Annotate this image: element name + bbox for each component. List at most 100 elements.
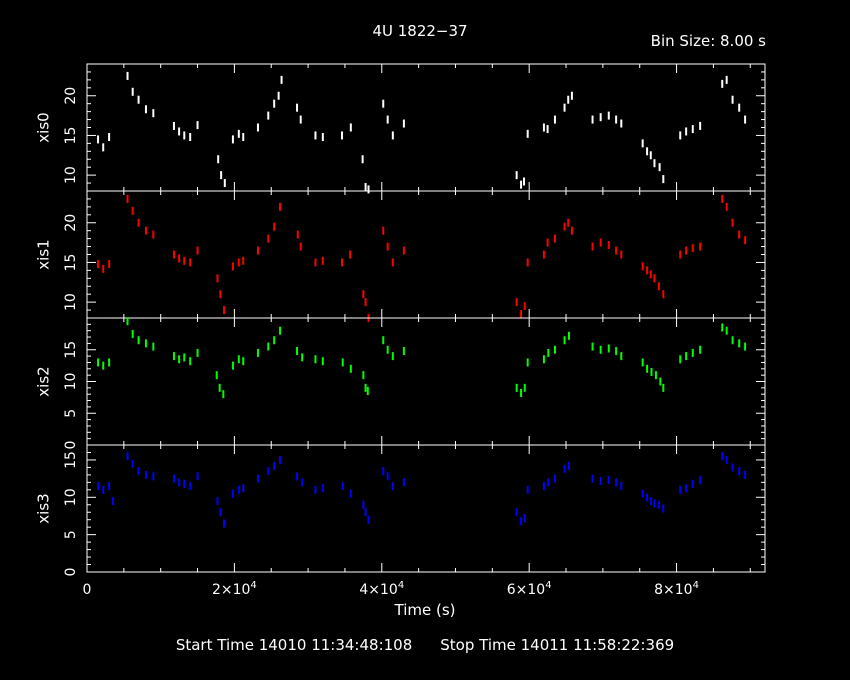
data-point: [301, 478, 304, 487]
data-point: [299, 115, 302, 124]
data-point: [653, 499, 656, 508]
y-tick-label: 15: [63, 341, 79, 359]
data-point: [314, 355, 317, 364]
data-point: [366, 387, 369, 396]
y-tick-label: 10: [63, 488, 79, 506]
data-point: [144, 226, 147, 235]
y-tick-label: 15: [63, 254, 79, 272]
x-tick-label: 4×104: [359, 580, 404, 598]
data-point: [542, 123, 545, 132]
data-point: [137, 336, 140, 345]
data-point: [731, 218, 734, 227]
data-point: [685, 246, 688, 255]
data-point: [738, 230, 741, 239]
data-point: [515, 383, 518, 392]
series-xis0: [97, 71, 747, 194]
data-point: [563, 464, 566, 473]
data-point: [267, 467, 270, 476]
data-point: [649, 497, 652, 506]
data-point: [172, 474, 175, 483]
data-point: [662, 383, 665, 392]
data-point: [296, 230, 299, 239]
data-point: [563, 222, 566, 231]
data-point: [126, 194, 129, 203]
data-point: [679, 355, 682, 364]
data-point: [662, 175, 665, 184]
panel-xis2: 0 5 10 15 xis2: [35, 317, 766, 449]
data-point: [178, 127, 181, 136]
data-point: [699, 242, 702, 251]
data-point: [553, 115, 556, 124]
x-tick-label: 2×104: [212, 580, 257, 598]
y-tick-label: 15: [63, 451, 79, 469]
data-point: [321, 133, 324, 142]
data-point: [183, 256, 186, 265]
data-point: [515, 171, 518, 180]
data-point: [547, 348, 550, 357]
stop-time: Stop Time 14011 11:58:22:369: [440, 636, 675, 654]
data-point: [367, 515, 370, 524]
data-point: [144, 105, 147, 114]
data-point: [738, 467, 741, 476]
data-point: [725, 326, 728, 335]
data-point: [237, 485, 240, 494]
data-point: [349, 489, 352, 498]
data-point: [620, 119, 623, 128]
data-point: [223, 519, 226, 528]
data-point: [296, 347, 299, 356]
data-point: [725, 455, 728, 464]
data-point: [725, 75, 728, 84]
data-point: [222, 390, 225, 399]
data-point: [599, 476, 602, 485]
data-point: [386, 115, 389, 124]
y-tick-label: 5: [63, 530, 79, 539]
data-point: [382, 467, 385, 476]
data-point: [520, 517, 523, 526]
data-point: [520, 310, 523, 319]
data-point: [386, 242, 389, 251]
data-point: [691, 348, 694, 357]
data-point: [615, 347, 618, 356]
data-point: [196, 121, 199, 130]
data-point: [362, 290, 365, 299]
y-tick-label: 10: [63, 166, 79, 184]
data-point: [152, 230, 155, 239]
data-point: [721, 452, 724, 461]
data-point: [725, 202, 728, 211]
y-axis-label: xis2: [35, 366, 53, 396]
data-point: [256, 348, 259, 357]
data-point: [242, 484, 245, 493]
data-point: [563, 103, 566, 112]
data-point: [196, 348, 199, 357]
data-point: [386, 345, 389, 354]
data-point: [231, 361, 234, 370]
data-point: [178, 254, 181, 263]
data-point: [279, 326, 282, 335]
data-point: [321, 256, 324, 265]
data-point: [691, 244, 694, 253]
panel-frame: [86, 444, 766, 573]
data-point: [196, 472, 199, 481]
data-point: [699, 121, 702, 130]
data-point: [131, 87, 134, 96]
data-point: [679, 131, 682, 140]
data-point: [567, 218, 570, 227]
data-point: [523, 383, 526, 392]
data-point: [546, 238, 549, 247]
data-point: [314, 131, 317, 140]
data-point: [218, 383, 221, 392]
x-tick-label: 8×104: [654, 580, 699, 598]
x-tick-label: 6×104: [507, 580, 552, 598]
data-point: [520, 180, 523, 189]
data-point: [607, 240, 610, 249]
data-point: [267, 342, 270, 351]
data-point: [526, 129, 529, 138]
x-axis-label: Time (s): [394, 601, 456, 619]
bin-size-label: Bin Size: 8.00 s: [651, 32, 767, 50]
data-point: [321, 484, 324, 493]
data-point: [97, 260, 100, 269]
y-axis-label: xis1: [35, 239, 53, 269]
y-tick-label: 0: [63, 441, 79, 450]
data-point: [183, 131, 186, 140]
data-point: [340, 131, 343, 140]
